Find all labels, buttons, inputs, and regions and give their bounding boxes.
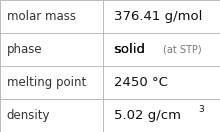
Text: solid: solid (114, 43, 145, 56)
Text: phase: phase (7, 43, 42, 56)
Text: 3: 3 (198, 105, 204, 114)
Text: melting point: melting point (7, 76, 86, 89)
Text: 2450 °C: 2450 °C (114, 76, 168, 89)
Text: (at STP): (at STP) (163, 44, 202, 55)
Text: 376.41 g/mol: 376.41 g/mol (114, 10, 203, 23)
Text: 5.02 g/cm: 5.02 g/cm (114, 109, 182, 122)
Text: molar mass: molar mass (7, 10, 76, 23)
Text: solid: solid (114, 43, 154, 56)
Text: density: density (7, 109, 50, 122)
